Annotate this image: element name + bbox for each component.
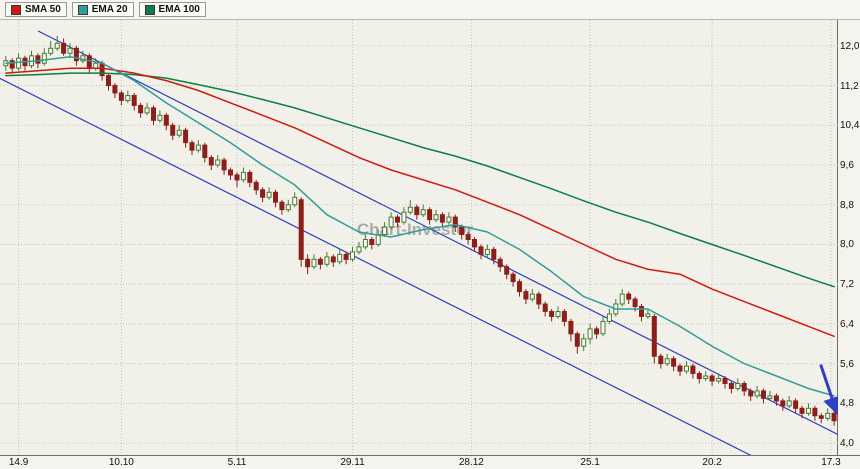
legend-label-ema100: EMA 100 xyxy=(158,4,200,15)
price-axis: 12,0 11,2 10,4 9,6 8,8 8,0 7,2 6,4 5,6 4,8 4,0 xyxy=(838,20,860,455)
price-tick-label: 11,2 xyxy=(840,80,859,92)
legend-label-sma50: SMA 50 xyxy=(25,4,61,15)
candlesticks xyxy=(3,35,837,426)
chart-legend: SMA 50 EMA 20 EMA 100 xyxy=(0,0,860,20)
price-tick-label: 12,0 xyxy=(840,40,860,52)
date-tick-label: 28.12 xyxy=(458,457,484,468)
chart-body: Chart-Investor 12,0 11,2 10,4 9,6 8,8 8,0 7,2 6… xyxy=(0,20,860,455)
price-tick-label: 4,8 xyxy=(840,398,854,410)
ema100-swatch-icon xyxy=(144,4,155,15)
date-tick-label: 14.9 xyxy=(8,457,29,468)
sma50-line xyxy=(5,67,835,338)
price-tick-label: 6,4 xyxy=(840,318,854,330)
down-arrow-icon xyxy=(819,364,838,416)
price-tick-label: 7,2 xyxy=(840,279,854,291)
ema100-line xyxy=(5,72,835,288)
price-tick-label: 5,6 xyxy=(840,358,854,370)
legend-label-ema20: EMA 20 xyxy=(91,4,128,15)
price-tick-label: 9,6 xyxy=(840,160,854,171)
date-tick-label: 10.10 xyxy=(108,457,134,468)
price-chart-plot: Chart-Investor xyxy=(0,20,838,455)
ema20-line xyxy=(5,55,835,397)
legend-item-ema20: EMA 20 xyxy=(71,2,134,17)
channel-lower-line xyxy=(0,77,752,455)
price-tick-label: 4,0 xyxy=(840,438,854,450)
price-tick-label: 10,4 xyxy=(840,120,860,132)
date-tick-label: 25.1 xyxy=(580,457,600,468)
date-tick-label: 20.2 xyxy=(702,457,722,468)
time-axis: 14.9 10.10 5.11 29.11 28.12 25.1 20.2 17.3 xyxy=(0,455,860,469)
channel-upper-line xyxy=(37,30,838,436)
date-tick-label: 17.3 xyxy=(821,457,841,468)
price-tick-label: 8,8 xyxy=(840,199,854,211)
sma50-swatch-icon xyxy=(11,4,21,15)
legend-item-ema100: EMA 100 xyxy=(138,2,206,17)
price-tick-label: 8,0 xyxy=(840,239,854,251)
ema20-swatch-icon xyxy=(77,4,88,15)
date-tick-label: 29.11 xyxy=(340,457,365,468)
candlestick-chart: Chart-Investor xyxy=(0,20,838,455)
legend-item-sma50: SMA 50 xyxy=(5,2,67,17)
date-tick-label: 5.11 xyxy=(227,457,247,468)
